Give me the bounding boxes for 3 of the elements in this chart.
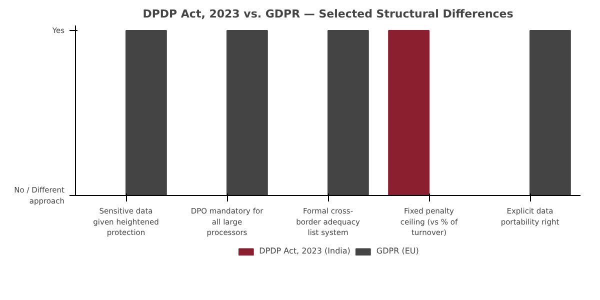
chart-title: DPDP Act, 2023 vs. GDPR — Selected Structural Differences [142, 8, 514, 20]
legend-label: DPDP Act, 2023 (India) [259, 246, 350, 256]
legend-label: GDPR (EU) [376, 246, 419, 256]
